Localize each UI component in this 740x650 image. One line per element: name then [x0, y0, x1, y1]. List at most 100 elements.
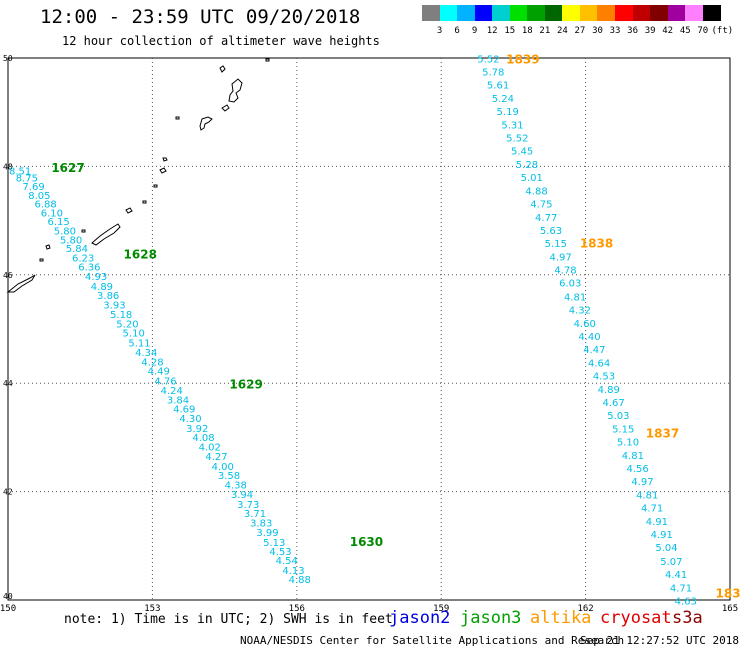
- altika-swh-value: 4.63: [675, 596, 697, 607]
- coastline: [45, 244, 51, 250]
- legend-label: 18: [521, 26, 533, 36]
- altika-swh-value: 5.63: [540, 226, 562, 237]
- legend-label: 39: [644, 26, 656, 36]
- lat-tick-label: 40: [3, 592, 13, 601]
- legend-swatch: [562, 5, 581, 21]
- lon-tick-label: 162: [577, 604, 593, 614]
- jason3-swh-value: 4.30: [179, 414, 201, 425]
- wave-height-legend: 3 6 9 12 15 18 21 24 27 30 33 36 39 42 45 70 (ft): [422, 5, 733, 36]
- altika-swh-value: 5.03: [607, 411, 629, 422]
- legend-label: 9: [471, 26, 478, 36]
- altika-swh-value: 5.52: [506, 133, 528, 144]
- legend-swatch: [457, 5, 476, 21]
- altika-swh-value: 5.10: [617, 438, 639, 449]
- legend-swatch: [527, 5, 546, 21]
- altika-swh-value: 5.24: [492, 94, 514, 105]
- jason3-swh-value: 3.99: [256, 528, 278, 539]
- altika-swh-value: 4.40: [578, 332, 600, 343]
- coastline: [159, 167, 167, 174]
- legend-swatch: [702, 5, 721, 21]
- altika-swh-value: 4.71: [641, 504, 663, 515]
- jason3-swh-value: 5.13: [263, 538, 285, 549]
- altika-swh-value: 5.15: [612, 425, 634, 436]
- altika-swh-value: 4.77: [535, 213, 557, 224]
- altika-swh-value: 5.01: [521, 173, 543, 184]
- lon-tick-label: 150: [0, 604, 16, 614]
- map-frame: [7, 57, 731, 601]
- jason3-swh-value: 5.10: [123, 329, 145, 340]
- altika-swh-value: 5.04: [655, 543, 677, 554]
- legend-label: 24: [556, 26, 568, 36]
- lat-tick-label: 44: [3, 379, 13, 388]
- jason3-swh-value: 3.93: [103, 300, 125, 311]
- altika-swh-value: 6.03: [559, 279, 581, 290]
- jason3-swh-value: 8.51: [9, 167, 31, 178]
- altika-swh-value: 5.78: [482, 67, 504, 78]
- lat-tick-label: 48: [3, 162, 13, 171]
- jason3-swh-value: 4.49: [148, 367, 170, 378]
- altika-swh-value: 4.97: [631, 477, 653, 488]
- altika-swh-value: 4.60: [574, 319, 596, 330]
- jason3-swh-value: 6.15: [47, 217, 69, 228]
- jason3-swh-value: 3.84: [167, 395, 189, 406]
- jason3-swh-value: 5.84: [66, 244, 88, 255]
- satellite-label-cryosat: cryosat: [600, 608, 672, 628]
- altika-time-label: 1839: [506, 52, 539, 66]
- legend-swatch: [597, 5, 616, 21]
- jason3-swh-value: 4.88: [289, 575, 311, 586]
- jason3-swh-value: 8.75: [16, 174, 38, 185]
- coastline: [162, 157, 168, 162]
- altika-swh-value: 4.56: [627, 464, 649, 475]
- lat-tick-label: 42: [3, 488, 13, 497]
- jason3-swh-value: 4.89: [91, 282, 113, 293]
- lat-tick-label: 50: [3, 54, 13, 63]
- jason3-swh-value: 3.58: [218, 471, 240, 482]
- altika-swh-value: 5.31: [501, 120, 523, 131]
- legend-swatch: [579, 5, 598, 21]
- legend-swatch: [422, 5, 441, 21]
- jason3-swh-value: 3.73: [237, 500, 259, 511]
- lon-tick-label: 156: [289, 604, 305, 614]
- jason3-time-label: 1628: [124, 248, 157, 262]
- satellite-label-jason2: jason2: [389, 608, 451, 628]
- jason3-swh-value: 4.24: [161, 386, 183, 397]
- altika-swh-value: 5.15: [545, 239, 567, 250]
- legend-label: 30: [592, 26, 603, 36]
- coastline: [175, 116, 180, 120]
- jason3-swh-value: 4.76: [154, 376, 176, 387]
- altika-swh-value: 4.47: [583, 345, 605, 356]
- jason3-time-label: 1630: [350, 535, 383, 549]
- note-text: note: 1) Time is in UTC; 2) SWH is in fe…: [64, 612, 393, 627]
- altika-swh-value: 5.52: [477, 54, 499, 65]
- altika-time-label: 1838: [580, 237, 613, 251]
- jason3-swh-value: 3.71: [244, 509, 266, 520]
- altika-swh-value: 4.97: [550, 253, 572, 264]
- jason3-swh-value: 6.23: [72, 253, 94, 264]
- altika-swh-value: 4.78: [554, 266, 576, 277]
- jason3-swh-value: 6.88: [34, 200, 56, 211]
- legend-label: 3: [436, 26, 443, 36]
- legend-swatch: [685, 5, 704, 21]
- legend-swatch: [492, 5, 511, 21]
- legend-label: 21: [539, 26, 551, 36]
- jason3-swh-value: 5.80: [54, 227, 76, 238]
- jason3-time-label: 1627: [51, 161, 84, 175]
- lon-tick-label: 165: [722, 604, 738, 614]
- coastline: [81, 229, 86, 233]
- jason3-swh-value: 4.34: [135, 348, 157, 359]
- coastline: [142, 200, 147, 204]
- legend-label: 36: [627, 26, 639, 36]
- legend-label: 15: [504, 26, 516, 36]
- jason3-swh-value: 3.86: [97, 291, 119, 302]
- jason3-swh-value: 4.28: [141, 357, 163, 368]
- legend-label: 33: [609, 26, 621, 36]
- satellite-label-altika: altika: [530, 608, 592, 628]
- jason3-swh-value: 6.36: [78, 262, 100, 273]
- lat-tick-label: 46: [3, 271, 13, 280]
- altika-swh-value: 4.81: [636, 491, 658, 502]
- satellite-label-jason3: jason3: [460, 608, 522, 628]
- legend-swatch: [544, 5, 563, 21]
- jason3-swh-value: 5.18: [110, 310, 132, 321]
- map-title: 12:00 - 23:59 UTC 09/20/2018: [40, 6, 361, 28]
